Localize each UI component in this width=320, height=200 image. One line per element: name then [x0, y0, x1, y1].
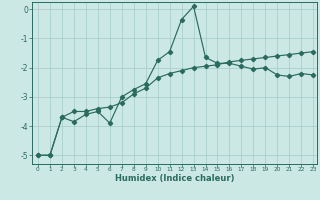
X-axis label: Humidex (Indice chaleur): Humidex (Indice chaleur)	[115, 174, 234, 183]
